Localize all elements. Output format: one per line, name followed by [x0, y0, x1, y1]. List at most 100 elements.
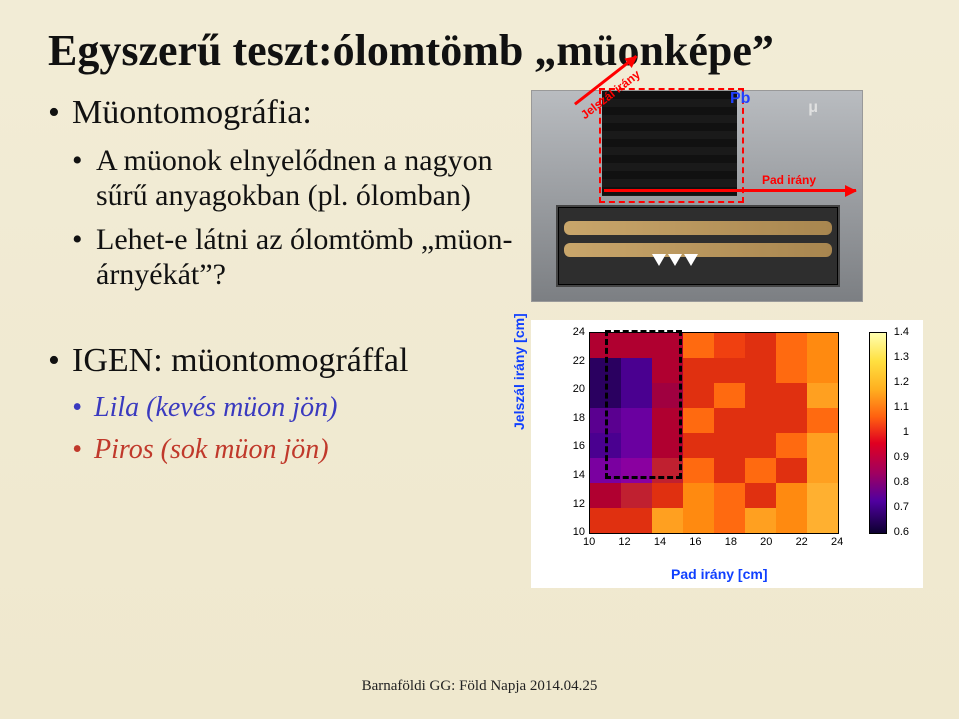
heatmap-ytick: 18 [569, 412, 585, 424]
heatmap-cell [683, 508, 714, 533]
heatmap-cell [807, 483, 838, 508]
heatmap-xtick: 24 [831, 536, 843, 548]
slide-footer: Barnaföldi GG: Föld Napja 2014.04.25 [0, 678, 959, 695]
heatmap-ytick: 14 [569, 469, 585, 481]
heatmap-xtick: 18 [725, 536, 737, 548]
slide: Egyszerű teszt:ólomtömb „müonképe” Müont… [0, 0, 959, 719]
heatmap-cell [590, 508, 621, 533]
two-column-layout: Müontomográfia: A müonok elnyelődnen a n… [48, 90, 923, 588]
heatmap-cell [590, 458, 621, 483]
pad-arrow-icon [604, 189, 856, 192]
detector-rig [556, 205, 840, 287]
heatmap-cell [776, 508, 807, 533]
colorbar-tick: 0.7 [894, 501, 909, 513]
heatmap-cell [776, 358, 807, 383]
heatmap-cell [621, 433, 652, 458]
figure-column: Pb μ Jelszál irány Pad irány Jelszál irá… [521, 90, 923, 588]
heatmap-cell [807, 333, 838, 358]
heatmap-ytick: 10 [569, 526, 585, 538]
heatmap-xtick: 20 [760, 536, 772, 548]
bullet-igen: IGEN: müontomográffal [48, 342, 521, 380]
heatmap-cell [807, 458, 838, 483]
heatmap-cell [652, 383, 683, 408]
heatmap-cell [652, 508, 683, 533]
heatmap-cell [745, 333, 776, 358]
heatmap-cell [590, 383, 621, 408]
heatmap-cell [652, 408, 683, 433]
heatmap-cell [683, 333, 714, 358]
heatmap-cell [745, 458, 776, 483]
heatmap-cell [714, 508, 745, 533]
bullet-lehet-e-latni: Lehet-e látni az ólomtömb „müon-árnyékát… [72, 223, 521, 292]
heatmap-cell [652, 433, 683, 458]
heatmap-cell [714, 358, 745, 383]
heatmap-ytick: 24 [569, 326, 585, 338]
heatmap-cell [683, 408, 714, 433]
heatmap-cell [745, 433, 776, 458]
heatmap-cell [621, 383, 652, 408]
heatmap-cell [776, 383, 807, 408]
triangle-markers-icon [652, 253, 700, 271]
heatmap-cell [714, 458, 745, 483]
heatmap-ytick: 20 [569, 383, 585, 395]
heatmap-cell [652, 458, 683, 483]
heatmap-grid [589, 332, 839, 534]
colorbar-tick: 0.6 [894, 526, 909, 538]
heatmap-cell [745, 408, 776, 433]
heatmap-cell [807, 383, 838, 408]
colorbar-tick: 1.3 [894, 351, 909, 363]
mu-label: μ [808, 99, 818, 117]
heatmap-cell [621, 508, 652, 533]
heatmap-cell [745, 508, 776, 533]
heatmap-ytick: 22 [569, 355, 585, 367]
heatmap-cell [621, 333, 652, 358]
bullet-list-2: IGEN: müontomográffal Lila (kevés müon j… [48, 342, 521, 466]
heatmap-xtick: 22 [796, 536, 808, 548]
text-column: Müontomográfia: A müonok elnyelődnen a n… [48, 90, 521, 588]
heatmap-cell [590, 433, 621, 458]
colorbar-tick: 1.2 [894, 376, 909, 388]
heatmap-cell [683, 458, 714, 483]
heatmap-cell [621, 458, 652, 483]
heatmap-cell [714, 433, 745, 458]
colorbar-tick: 1.1 [894, 401, 909, 413]
lead-dash-outline [599, 88, 744, 203]
heatmap-cell [776, 333, 807, 358]
heatmap-cell [776, 408, 807, 433]
heatmap-cell [683, 433, 714, 458]
heatmap-cell [776, 458, 807, 483]
heatmap-cell [683, 483, 714, 508]
heatmap-xtick: 12 [618, 536, 630, 548]
heatmap-cell [621, 483, 652, 508]
heatmap-cell [590, 358, 621, 383]
bullet-lila: Lila (kevés müon jön) [72, 392, 521, 424]
heatmap-xlabel: Pad irány [cm] [671, 566, 767, 582]
heatmap-cell [807, 408, 838, 433]
heatmap-cell [807, 358, 838, 383]
heatmap-ytick: 12 [569, 498, 585, 510]
colorbar [869, 332, 887, 534]
bullet-muontomografia: Müontomográfia: [48, 94, 521, 132]
heatmap-cell [745, 483, 776, 508]
heatmap-cell [714, 408, 745, 433]
heatmap-cell [807, 508, 838, 533]
heatmap-cell [776, 483, 807, 508]
heatmap-xtick: 16 [689, 536, 701, 548]
colorbar-tick: 0.9 [894, 451, 909, 463]
heatmap-cell [621, 408, 652, 433]
heatmap-cell [652, 483, 683, 508]
heatmap-cell [714, 383, 745, 408]
pb-label: Pb [730, 90, 750, 108]
heatmap-cell [683, 358, 714, 383]
heatmap-cell [590, 483, 621, 508]
heatmap-cell [590, 333, 621, 358]
bullet-list: Müontomográfia: A müonok elnyelődnen a n… [48, 94, 521, 292]
heatmap-cell [714, 333, 745, 358]
detector-photo: Pb μ Jelszál irány Pad irány [531, 90, 863, 302]
colorbar-tick: 0.8 [894, 476, 909, 488]
pad-label: Pad irány [762, 173, 816, 187]
heatmap-ytick: 16 [569, 440, 585, 452]
heatmap-cell [745, 358, 776, 383]
heatmap-cell [807, 433, 838, 458]
heatmap-cell [652, 358, 683, 383]
